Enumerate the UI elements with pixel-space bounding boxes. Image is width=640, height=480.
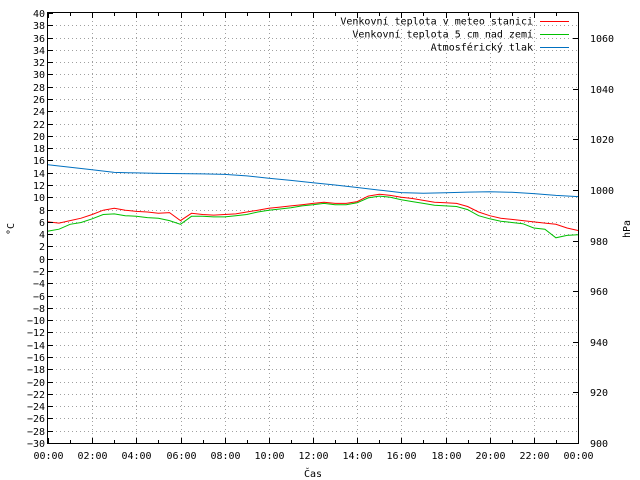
y2-tick-label: 920 [590,388,608,399]
y-tick-label: −22 [27,390,45,401]
y-tick-label: 20 [33,132,45,143]
y-axis-label: °C [6,223,17,235]
legend: Venkovní teplota v meteo staniciVenkovní… [340,16,569,54]
y-tick-label: −26 [27,414,45,425]
x-tick-label: 18:00 [431,451,461,462]
y-tick-label: −16 [27,353,45,364]
y-tick-label: 18 [33,144,45,155]
series-line-2 [47,164,579,198]
x-tick-label: 10:00 [254,451,284,462]
y-tick-label: 8 [39,206,45,217]
y-tick-label: 10 [33,193,45,204]
x-axis-label: Čas [304,467,322,480]
y-tick-label: −14 [27,341,45,352]
x-tick-label: 20:00 [475,451,505,462]
series-layer [47,164,579,239]
y-tick-label: 30 [33,70,45,81]
y-tick-label: 2 [39,242,45,253]
x-tick-label: 00:00 [33,451,63,462]
y-tick-label: −18 [27,365,45,376]
legend-label-1: Venkovní teplota 5 cm nad zemí [352,29,533,41]
y-tick-label: 4 [39,230,45,241]
x-tick-label: 06:00 [166,451,196,462]
legend-label-2: Atmosférický tlak [431,42,533,54]
y2-tick-label: 1020 [590,135,614,146]
x-tick-label: 00:00 [563,451,593,462]
series-line-1 [47,195,579,239]
tick-layer: 4038363432302826242220181614121086420−2−… [27,9,614,462]
y-tick-label: −10 [27,316,45,327]
y-tick-label: 38 [33,21,45,32]
y2-tick-label: 1040 [590,85,614,96]
y-tick-label: −20 [27,378,45,389]
y-tick-label: 26 [33,95,45,106]
label-layer: Čas °C hPa [6,220,633,480]
y-tick-label: 32 [33,58,45,69]
y2-tick-label: 1000 [590,186,614,197]
y2-tick-label: 980 [590,237,608,248]
y-tick-label: 6 [39,218,45,229]
x-tick-label: 12:00 [298,451,328,462]
y-tick-label: −4 [33,279,45,290]
x-tick-label: 14:00 [342,451,372,462]
x-tick-label: 04:00 [121,451,151,462]
y-tick-label: −2 [33,267,45,278]
y2-tick-label: 940 [590,338,608,349]
y-tick-label: −24 [27,402,45,413]
y-tick-label: −28 [27,427,45,438]
x-tick-label: 02:00 [77,451,107,462]
y-tick-label: 16 [33,156,45,167]
y-tick-label: −8 [33,304,45,315]
y-tick-label: 28 [33,83,45,94]
y-tick-label: 22 [33,120,45,131]
y-tick-label: 40 [33,9,45,20]
legend-label-0: Venkovní teplota v meteo stanici [340,16,533,28]
x-tick-label: 16:00 [386,451,416,462]
y-tick-label: 0 [39,255,45,266]
grid-layer [48,13,578,443]
series-line-0 [47,193,579,231]
y-tick-label: 36 [33,34,45,45]
y-tick-label: −30 [27,439,45,450]
x-tick-label: 08:00 [210,451,240,462]
y-tick-label: 34 [33,46,45,57]
y-tick-label: 24 [33,107,45,118]
y-tick-label: −12 [27,328,45,339]
y2-tick-label: 900 [590,439,608,450]
x-tick-label: 22:00 [519,451,549,462]
plot-frame [47,12,579,444]
y2-axis-label: hPa [622,220,633,238]
y2-tick-label: 1060 [590,34,614,45]
y-tick-label: −6 [33,292,45,303]
y-tick-label: 14 [33,169,45,180]
y-tick-label: 12 [33,181,45,192]
y2-tick-label: 960 [590,287,608,298]
